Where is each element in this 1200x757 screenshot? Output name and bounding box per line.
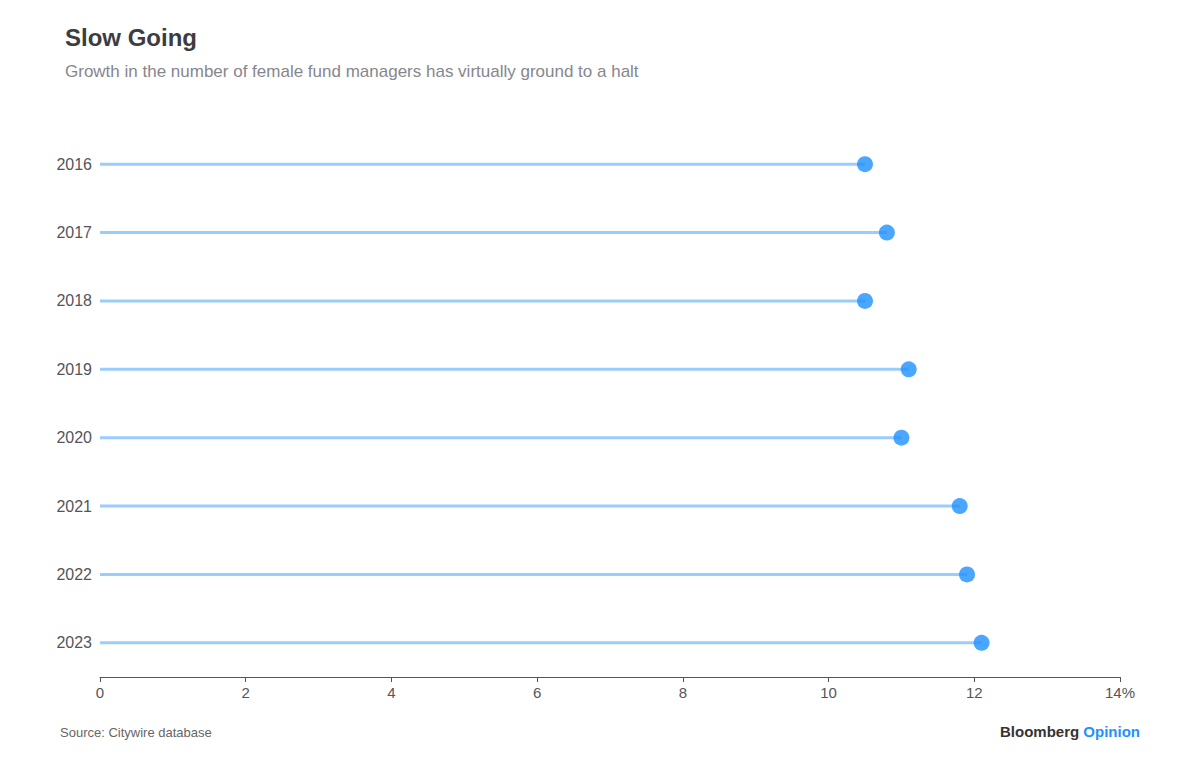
svg-text:2: 2 <box>242 684 250 701</box>
svg-text:Source: Citywire database: Source: Citywire database <box>60 725 212 740</box>
svg-text:Bloomberg: Bloomberg <box>1000 723 1079 740</box>
svg-text:0: 0 <box>96 684 104 701</box>
svg-text:14%: 14% <box>1105 684 1135 701</box>
svg-text:2017: 2017 <box>56 224 92 241</box>
svg-text:2021: 2021 <box>56 498 92 515</box>
svg-text:4: 4 <box>387 684 395 701</box>
svg-text:8: 8 <box>679 684 687 701</box>
svg-text:6: 6 <box>533 684 541 701</box>
svg-text:2022: 2022 <box>56 566 92 583</box>
svg-text:2019: 2019 <box>56 361 92 378</box>
svg-text:10: 10 <box>820 684 837 701</box>
svg-text:2020: 2020 <box>56 429 92 446</box>
svg-text:Growth in the number of female: Growth in the number of female fund mana… <box>65 62 639 81</box>
svg-text:2023: 2023 <box>56 634 92 651</box>
svg-text:12: 12 <box>966 684 983 701</box>
svg-text:2018: 2018 <box>56 292 92 309</box>
svg-text:Opinion: Opinion <box>1083 723 1140 740</box>
svg-text:Slow Going: Slow Going <box>65 24 197 51</box>
svg-text:2016: 2016 <box>56 156 92 173</box>
